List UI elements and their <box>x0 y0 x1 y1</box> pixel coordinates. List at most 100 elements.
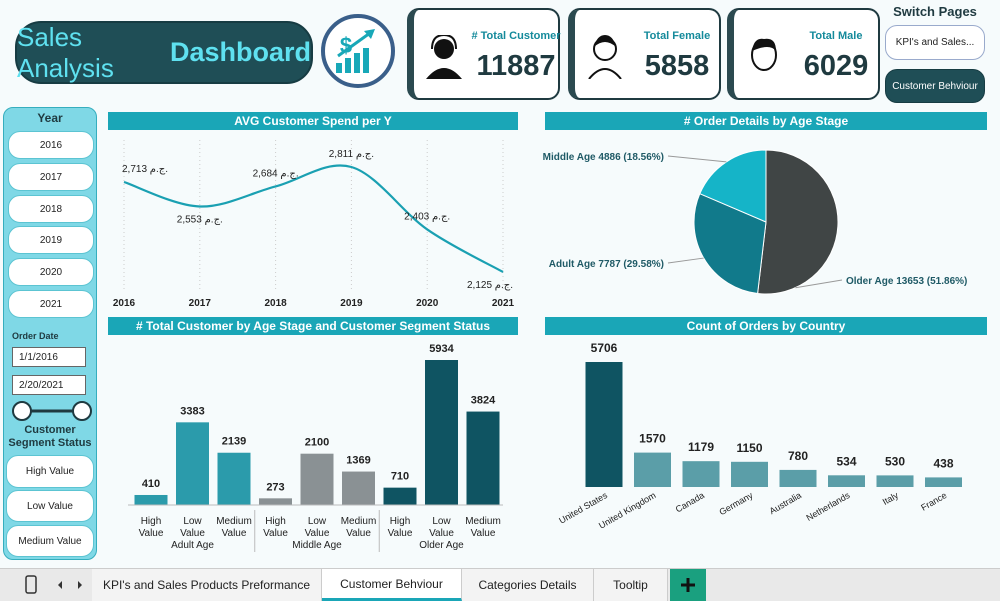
data-label: 1369 <box>346 455 370 467</box>
data-label: 2,713 ج.م. <box>122 164 168 175</box>
add-tab[interactable] <box>670 569 706 601</box>
data-label: 273 <box>266 481 284 493</box>
kpi-title: Total Male <box>809 30 863 42</box>
title-banner: Sales Analysis Dashboard <box>15 21 313 84</box>
group-label: Middle Age <box>292 540 342 551</box>
bar <box>634 452 671 487</box>
bar <box>217 452 251 505</box>
data-label: 1179 <box>688 440 714 454</box>
year-button[interactable]: 2016 <box>8 131 94 159</box>
date-end[interactable]: 2/20/2021 <box>12 375 86 395</box>
group-label: Older Age <box>419 540 464 551</box>
data-label: 2100 <box>305 437 329 449</box>
data-label: Adult Age 7787 (29.58%) <box>549 259 664 270</box>
kpi-icon <box>588 35 622 79</box>
year-button[interactable]: 2017 <box>8 163 94 191</box>
data-label: 1150 <box>736 441 762 455</box>
x-tick-label: 2020 <box>416 298 439 309</box>
date-title: Order Date <box>12 331 59 341</box>
kpi-value: 5858 <box>644 50 710 82</box>
group-label: Adult Age <box>171 540 214 551</box>
segment-button[interactable]: Medium Value <box>6 525 94 557</box>
data-label: 5934 <box>429 343 454 355</box>
leader-line <box>667 155 727 163</box>
bar <box>425 360 458 505</box>
slicer-title: Customer Segment Status <box>8 424 92 449</box>
date-start[interactable]: 1/1/2016 <box>12 347 86 367</box>
title-bar <box>108 112 518 130</box>
year-button[interactable]: 2018 <box>8 195 94 223</box>
data-label: 438 <box>933 456 953 470</box>
data-label: 780 <box>788 449 808 463</box>
x-tick-label: Italy <box>881 490 901 507</box>
tab[interactable]: Tooltip <box>594 569 668 601</box>
bar <box>300 453 334 505</box>
x-tick-label: 2019 <box>340 298 363 309</box>
date-slider[interactable] <box>12 400 92 422</box>
year-button[interactable]: 2019 <box>8 226 94 254</box>
x-tick-label: Netherlands <box>804 490 851 523</box>
slicer-title: Year <box>37 111 63 125</box>
charts: AVG Customer Spend per Y # Order Details… <box>108 112 987 552</box>
x-tick-label: 2018 <box>264 298 287 309</box>
x-tick-label: Germany <box>717 490 754 517</box>
x-tick-label: 2016 <box>113 298 136 309</box>
x-tick-label: Low Value <box>305 516 330 539</box>
data-label: Middle Age 4886 (18.56%) <box>543 152 664 163</box>
data-label: 3824 <box>471 395 496 407</box>
x-tick-label: Medium Value <box>465 516 501 539</box>
x-tick-label: Australia <box>768 490 803 516</box>
segment-button[interactable]: Low Value <box>6 490 94 522</box>
kpi-card: Total Male 6029 <box>727 8 880 100</box>
tab[interactable]: Customer Behviour <box>322 569 462 601</box>
data-label: 5706 <box>591 341 618 355</box>
data-label: 530 <box>885 454 905 468</box>
title-bar <box>545 317 987 335</box>
bar <box>259 498 292 505</box>
data-label: 1570 <box>639 432 666 446</box>
kpi-title: Total Female <box>643 30 711 42</box>
title-bar <box>108 317 518 335</box>
x-tick-label: Low Value <box>429 516 454 539</box>
data-label: 2,684 ج.م. <box>253 168 299 179</box>
bar <box>134 494 168 505</box>
kpi-card: # Total Customer 11887 <box>407 8 561 100</box>
bar <box>779 469 817 487</box>
data-label: 710 <box>391 471 409 483</box>
chart-title: # Order Details by Age Stage <box>684 114 849 128</box>
kpi-icon <box>751 38 777 71</box>
bar <box>383 487 417 505</box>
segment-button[interactable]: High Value <box>6 455 94 488</box>
data-label: 2,811 ج.م. <box>329 149 374 160</box>
data-label: 410 <box>142 478 160 490</box>
kpi-title: # Total Customer <box>471 30 561 42</box>
chart-title: # Total Customer by Age Stage and Custom… <box>136 319 490 333</box>
kpi-icon <box>426 35 462 79</box>
data-label: 534 <box>836 454 856 468</box>
switch-title: Switch Pages <box>893 4 977 19</box>
data-label: 3383 <box>180 405 204 417</box>
x-tick-label: Low Value <box>180 516 205 539</box>
x-tick-label: Medium Value <box>341 516 377 539</box>
x-tick-label: 2017 <box>189 298 212 309</box>
line-series <box>123 164 504 273</box>
page-button[interactable]: Customer Behviour <box>885 69 985 103</box>
kpi-value: 11887 <box>476 50 556 82</box>
x-tick-label: Canada <box>674 490 706 514</box>
tab[interactable]: KPI's and Sales Products Preformance <box>92 569 322 601</box>
tab-nav[interactable] <box>20 574 90 596</box>
logo: $ <box>321 14 395 88</box>
bar <box>925 477 962 487</box>
x-tick-label: France <box>919 490 948 513</box>
x-tick-label: High Value <box>388 516 413 539</box>
bar <box>342 471 375 505</box>
year-button[interactable]: 2020 <box>8 258 94 286</box>
bar <box>682 461 720 487</box>
page-button[interactable]: KPI's and Sales... <box>885 25 985 60</box>
year-button[interactable]: 2021 <box>8 290 94 318</box>
x-tick-label: Medium Value <box>216 516 252 539</box>
chart-title: Count of Orders by Country <box>687 319 846 333</box>
chart-title: AVG Customer Spend per Y <box>234 114 392 128</box>
tab[interactable]: Categories Details <box>462 569 594 601</box>
